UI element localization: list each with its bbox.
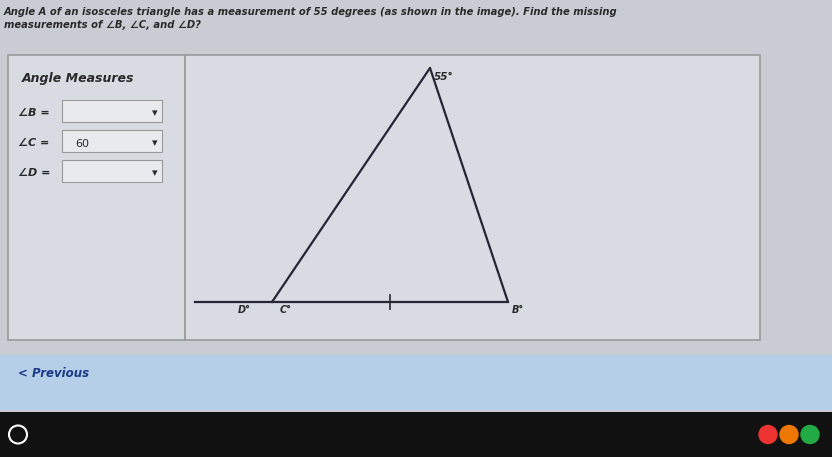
Bar xyxy=(185,55,760,340)
Text: ∠D =: ∠D = xyxy=(18,168,51,178)
Text: ∠B =: ∠B = xyxy=(18,108,50,118)
Text: 55°: 55° xyxy=(434,72,453,82)
Text: ▾: ▾ xyxy=(152,168,157,178)
Text: < Previous: < Previous xyxy=(18,367,89,380)
Bar xyxy=(62,160,162,182)
Text: Angle A of an isosceles triangle has a measurement of 55 degrees (as shown in th: Angle A of an isosceles triangle has a m… xyxy=(4,7,617,17)
Circle shape xyxy=(759,425,777,443)
Text: C°: C° xyxy=(280,305,292,315)
Bar xyxy=(8,55,185,340)
Circle shape xyxy=(780,425,798,443)
Bar xyxy=(62,130,162,152)
Text: B°: B° xyxy=(512,305,524,315)
Bar xyxy=(0,355,832,410)
Text: ▾: ▾ xyxy=(152,138,157,148)
Text: measurements of ∠B, ∠C, and ∠D?: measurements of ∠B, ∠C, and ∠D? xyxy=(4,20,201,30)
Bar xyxy=(62,100,162,122)
Circle shape xyxy=(801,425,819,443)
Text: D°: D° xyxy=(237,305,250,315)
Text: 60: 60 xyxy=(75,139,89,149)
Text: ∠C =: ∠C = xyxy=(18,138,49,148)
Bar xyxy=(0,412,832,457)
Text: Angle Measures: Angle Measures xyxy=(22,72,135,85)
Text: ▾: ▾ xyxy=(152,108,157,118)
